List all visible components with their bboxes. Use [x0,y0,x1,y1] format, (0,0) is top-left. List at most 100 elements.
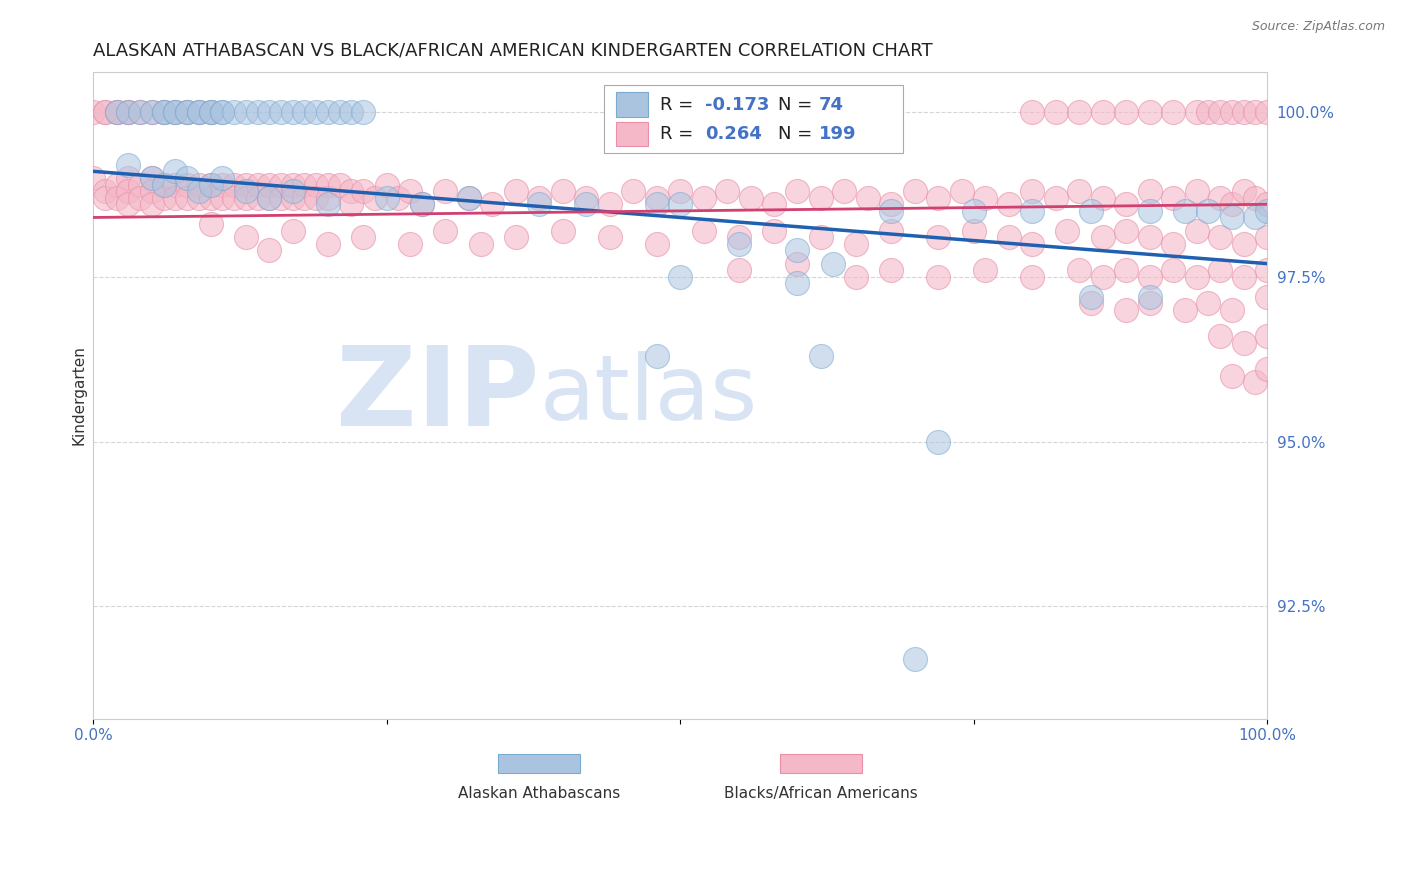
Point [270,191,292,205]
Point [1091,105,1114,120]
Point [129,105,152,120]
Point [1256,230,1278,244]
Point [117,170,139,185]
Text: -0.173: -0.173 [704,95,769,114]
Point [176,170,198,185]
Point [259,105,281,120]
Point [856,191,879,205]
Point [281,105,304,120]
Point [176,105,198,120]
Point [235,230,257,244]
Point [187,105,209,120]
Point [1232,236,1254,251]
Point [551,184,574,198]
Point [165,105,187,120]
Point [669,197,692,211]
Point [1021,203,1043,218]
Point [176,191,198,205]
Point [1209,191,1232,205]
Point [281,178,304,192]
Point [786,244,808,258]
Point [845,269,868,284]
Text: Blacks/African Americans: Blacks/African Americans [724,787,918,801]
Point [294,105,316,120]
Point [1139,203,1161,218]
Point [94,191,117,205]
Point [740,191,762,205]
Point [270,105,292,120]
Point [505,230,527,244]
Point [200,217,222,231]
Point [763,224,786,238]
Point [1139,296,1161,310]
Point [1220,302,1243,317]
Point [834,184,856,198]
Point [1197,296,1219,310]
Point [821,257,844,271]
Point [1256,105,1278,120]
Point [270,178,292,192]
Point [246,191,269,205]
Point [375,178,398,192]
Point [187,184,209,198]
Point [222,191,245,205]
Point [305,178,328,192]
Point [1256,197,1278,211]
Point [727,236,749,251]
Point [1232,335,1254,350]
Point [200,191,222,205]
Point [1139,269,1161,284]
Point [105,105,128,120]
Point [505,184,527,198]
Point [187,105,209,120]
Point [352,184,374,198]
Text: N =: N = [778,95,817,114]
Point [165,105,187,120]
Point [94,105,117,120]
Point [457,191,479,205]
Point [105,105,128,120]
Point [340,197,363,211]
Point [1021,105,1043,120]
Point [1174,203,1197,218]
Point [165,105,187,120]
Text: Source: ZipAtlas.com: Source: ZipAtlas.com [1251,20,1385,33]
Text: 0.264: 0.264 [704,125,762,143]
Point [235,105,257,120]
Point [200,178,222,192]
Point [974,263,997,277]
Point [810,349,832,363]
Point [141,197,163,211]
Point [1139,184,1161,198]
Point [1232,269,1254,284]
Point [551,224,574,238]
FancyBboxPatch shape [603,86,903,153]
Point [387,191,409,205]
Point [411,197,433,211]
Point [105,105,128,120]
FancyBboxPatch shape [616,121,648,146]
Point [716,184,738,198]
Point [1069,263,1091,277]
Point [1256,289,1278,303]
Point [305,105,328,120]
Point [235,178,257,192]
Point [152,105,174,120]
Point [259,191,281,205]
Point [281,184,304,198]
Point [727,263,749,277]
Point [200,178,222,192]
Point [786,257,808,271]
Point [235,184,257,198]
Point [211,170,233,185]
Point [1021,184,1043,198]
Point [1185,184,1208,198]
Point [1185,224,1208,238]
Point [962,203,984,218]
Point [211,105,233,120]
Point [1161,191,1184,205]
Point [294,178,316,192]
Point [165,164,187,178]
Point [669,269,692,284]
Point [1080,289,1102,303]
